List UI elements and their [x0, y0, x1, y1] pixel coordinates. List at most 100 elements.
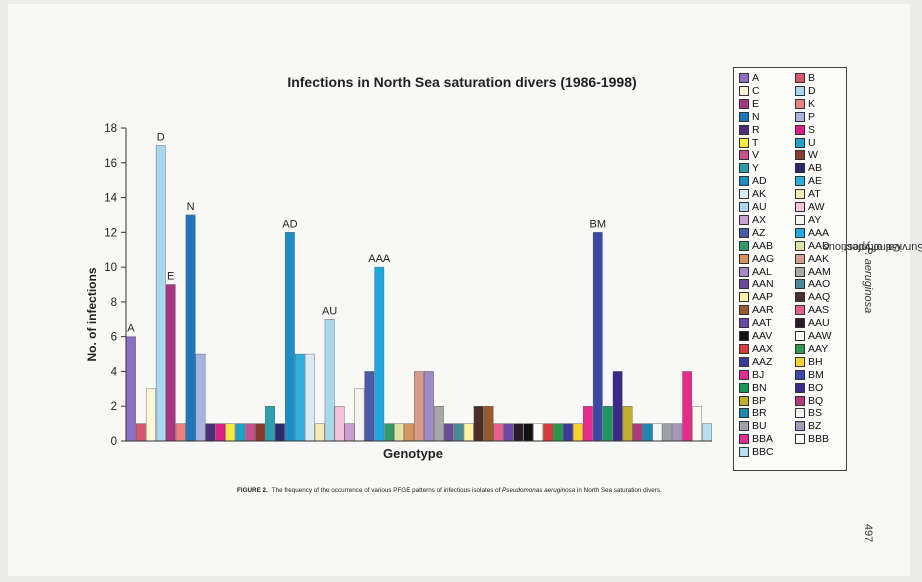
- legend-label: BU: [752, 420, 767, 433]
- y-tick-label-6: 6: [111, 332, 117, 344]
- legend-swatch: [795, 331, 805, 341]
- legend-swatch: [739, 447, 749, 458]
- bar-at: [314, 423, 325, 442]
- legend-swatch: [739, 369, 749, 380]
- legend-item-aag: AAG: [739, 253, 774, 265]
- legend-swatch: [739, 279, 749, 290]
- legend-label: AAD: [808, 239, 830, 252]
- bar-aaz: [563, 423, 573, 442]
- legend-label: AAU: [808, 317, 830, 330]
- bar-aao: [453, 423, 464, 442]
- data-label-aaa: AAA: [368, 253, 391, 265]
- bar-v: [245, 423, 256, 442]
- legend-item-aad: AAD: [795, 240, 830, 252]
- bar-aan: [443, 423, 454, 442]
- data-label-d: D: [157, 131, 165, 143]
- legend-label: B: [808, 72, 816, 84]
- legend-item-aaq: AAQ: [795, 291, 830, 303]
- legend-swatch: [739, 408, 749, 419]
- bar-aaq: [473, 406, 484, 442]
- y-tick-label-16: 16: [104, 158, 117, 170]
- bar-u: [235, 423, 246, 442]
- legend-label: AB: [808, 162, 823, 175]
- legend-label: AAA: [808, 226, 830, 239]
- bar-d: [155, 145, 166, 442]
- legend-swatch: [739, 214, 749, 225]
- data-label-n: N: [187, 201, 195, 213]
- legend-swatch: [739, 202, 749, 212]
- legend-label: AAM: [808, 265, 831, 278]
- legend-label: E: [752, 97, 760, 110]
- legend-label: AAN: [752, 278, 774, 291]
- bar-ad: [285, 232, 295, 442]
- legend-label: BJ: [752, 368, 765, 381]
- figure-caption: FIGURE 2. The frequency of the occurrence…: [237, 487, 662, 494]
- legend-label: BBA: [752, 433, 774, 446]
- bar-aar: [483, 406, 494, 442]
- legend-label: AAG: [752, 252, 775, 265]
- y-axis-label: No. of infections: [85, 267, 99, 361]
- bar-aw: [334, 406, 345, 442]
- legend-swatch: [739, 124, 749, 135]
- legend-item-aap: AAP: [739, 291, 773, 303]
- legend-label: BR: [752, 407, 767, 420]
- legend-swatch: [795, 408, 805, 419]
- legend-swatch: [739, 73, 749, 83]
- legend-item-bz: BZ: [795, 420, 821, 432]
- y-tick-label-18: 18: [104, 123, 117, 135]
- y-tick-label-10: 10: [104, 262, 117, 274]
- bar-w: [255, 423, 265, 442]
- data-label-au: AU: [322, 305, 337, 317]
- legend-swatch: [795, 395, 805, 406]
- legend-item-az: AZ: [739, 227, 765, 239]
- legend-label: BM: [808, 368, 824, 381]
- legend-swatch: [795, 356, 805, 367]
- y-axis-ticks: 0 2 4 6 8 10 12 14 16 18: [104, 123, 126, 448]
- legend-label: AE: [808, 175, 823, 188]
- bar-e: [165, 284, 176, 442]
- bar-bs: [652, 423, 663, 442]
- legend-swatch: [739, 227, 749, 238]
- legend-item-aaw: AAW: [795, 330, 832, 342]
- legend-item-p: P: [795, 111, 815, 123]
- legend-label: AAS: [808, 304, 830, 317]
- bar-ae: [294, 353, 305, 442]
- legend-item-br: BR: [739, 407, 767, 419]
- y-tick-label-0: 0: [111, 436, 117, 448]
- legend-swatch: [795, 369, 805, 380]
- bar-aag: [404, 423, 414, 442]
- legend-label: AX: [752, 213, 767, 226]
- legend-label: AAW: [808, 330, 832, 342]
- bar-c: [145, 388, 156, 442]
- legend-label: A: [752, 72, 760, 84]
- legend-swatch: [795, 292, 805, 303]
- legend-item-aw: AW: [795, 201, 825, 213]
- legend-item-s: S: [795, 124, 815, 136]
- page-number-text: 497: [862, 523, 874, 543]
- y-tick-label-14: 14: [104, 193, 117, 205]
- legend-swatch: [795, 279, 805, 290]
- running-header-text-after: Genotypes: [847, 240, 901, 253]
- legend-swatch: [739, 253, 749, 264]
- bar-aax: [543, 423, 553, 442]
- legend-item-aal: AAL: [739, 266, 772, 278]
- legend-label: AT: [808, 188, 821, 201]
- bar-ay: [354, 388, 365, 442]
- legend-swatch: [795, 421, 805, 432]
- legend-swatch: [795, 343, 805, 354]
- legend-item-aaz: AAZ: [739, 356, 772, 368]
- legend-label: AAZ: [752, 355, 773, 368]
- legend-swatch: [739, 189, 749, 200]
- data-label-bm: BM: [590, 218, 607, 230]
- legend-label: BZ: [808, 420, 822, 433]
- legend-swatch: [795, 382, 805, 393]
- legend-item-d: D: [795, 85, 816, 97]
- legend-label: BH: [808, 355, 823, 368]
- bar-bh: [573, 423, 583, 442]
- legend-item-ay: AY: [795, 214, 821, 226]
- caption-species: Pseudomonas aeruginosa: [502, 487, 576, 494]
- legend-swatch: [795, 85, 805, 96]
- y-tick-label-2: 2: [111, 401, 117, 413]
- legend-item-bo: BO: [795, 382, 823, 394]
